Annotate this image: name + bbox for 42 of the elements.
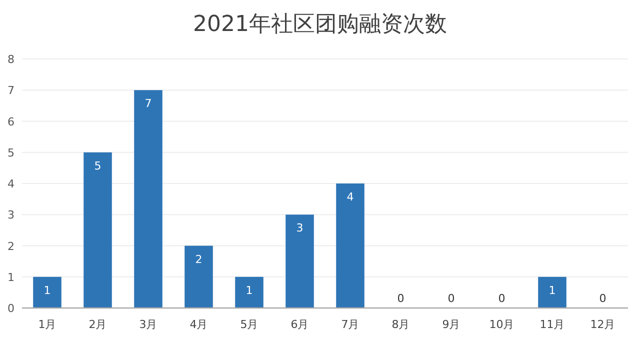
data-label: 0 xyxy=(448,292,455,305)
data-label: 1 xyxy=(44,284,51,297)
data-label: 5 xyxy=(94,159,102,172)
chart-title: 2021年社区团购融资次数 xyxy=(193,12,447,37)
bar xyxy=(235,276,264,308)
bar xyxy=(538,276,566,308)
y-tick-label: 0 xyxy=(8,302,14,315)
bar xyxy=(184,246,213,308)
data-label: 7 xyxy=(144,97,152,110)
bar xyxy=(336,184,364,308)
x-tick-label: 11月 xyxy=(540,318,565,331)
data-label: 2 xyxy=(195,252,202,266)
bar xyxy=(84,152,112,308)
data-label: 0 xyxy=(498,292,506,305)
data-label: 3 xyxy=(296,222,304,235)
data-label: 0 xyxy=(397,292,404,305)
y-tick-label: 2 xyxy=(8,240,14,253)
y-tick-label: 3 xyxy=(8,208,14,222)
x-tick-label: 2月 xyxy=(88,318,107,331)
y-tick-label: 8 xyxy=(8,53,14,66)
x-tick-label: 6月 xyxy=(290,318,309,331)
bar xyxy=(286,214,314,308)
data-label: 0 xyxy=(599,292,606,305)
x-tick-label: 8月 xyxy=(392,318,410,331)
x-tick-label: 1月 xyxy=(38,318,56,331)
data-label: 1 xyxy=(548,284,556,297)
bar xyxy=(134,90,162,308)
y-tick-label: 4 xyxy=(8,178,14,190)
x-tick-label: 4月 xyxy=(190,318,208,331)
y-tick-label: 6 xyxy=(8,115,14,128)
y-tick-label: 5 xyxy=(8,146,14,160)
x-tick-label: 3月 xyxy=(139,318,158,331)
x-tick-label: 10月 xyxy=(489,318,514,331)
data-label: 4 xyxy=(346,190,354,204)
data-label: 1 xyxy=(246,284,253,297)
y-tick-label: 1 xyxy=(8,270,14,284)
x-tick-label: 5月 xyxy=(240,318,258,331)
x-tick-label: 7月 xyxy=(341,318,360,331)
x-tick-label: 12月 xyxy=(590,318,616,331)
x-tick-label: 9月 xyxy=(442,318,460,331)
y-tick-label: 7 xyxy=(8,84,14,98)
bar xyxy=(33,276,62,308)
